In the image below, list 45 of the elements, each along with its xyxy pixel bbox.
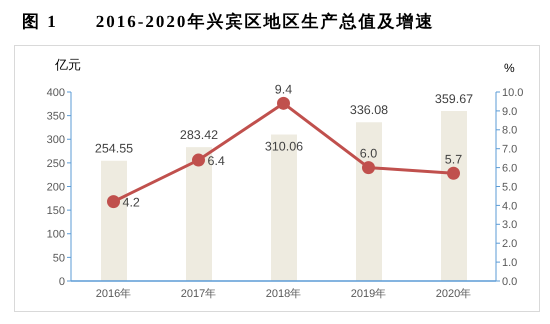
data-label: 4.2 bbox=[122, 196, 140, 210]
y2-tick-label: 6.0 bbox=[502, 162, 518, 175]
x-tick-label: 2019年 bbox=[350, 288, 386, 300]
point bbox=[277, 96, 290, 110]
data-label: 254.55 bbox=[94, 142, 134, 156]
data-label: 9.4 bbox=[274, 82, 292, 96]
y2-tick-label: 3.0 bbox=[502, 219, 518, 232]
y2-tick-label: 1.0 bbox=[502, 257, 518, 270]
y2-tick-label: 0.0 bbox=[502, 276, 518, 288]
y2-tick-label: 2.0 bbox=[502, 238, 518, 250]
y-axis-title: 亿元 bbox=[55, 56, 81, 74]
y-tick-label: 250 bbox=[46, 158, 65, 170]
y2-axis-title: % bbox=[504, 61, 515, 75]
y-tick-label: 50 bbox=[52, 252, 65, 264]
y-tick-label: 400 bbox=[46, 86, 65, 99]
y2-tick-label: 9.0 bbox=[502, 106, 518, 118]
y-tick-label: 100 bbox=[46, 228, 65, 241]
data-label: 6.4 bbox=[208, 154, 225, 168]
y2-tick-label: 7.0 bbox=[502, 144, 518, 156]
bar bbox=[441, 111, 467, 281]
x-tick-label: 2018年 bbox=[266, 288, 302, 300]
x-tick-label: 2016年 bbox=[96, 288, 132, 300]
y2-tick-label: 10.0 bbox=[502, 86, 524, 99]
data-label: 310.06 bbox=[264, 139, 304, 154]
y2-tick-label: 8.0 bbox=[502, 124, 518, 137]
y-tick-label: 350 bbox=[46, 110, 65, 123]
y2-tick-label: 5.0 bbox=[502, 181, 518, 194]
x-tick-label: 2020年 bbox=[436, 288, 472, 300]
point bbox=[447, 166, 460, 180]
y-tick-label: 300 bbox=[46, 134, 65, 146]
point bbox=[107, 195, 120, 208]
data-label: 283.42 bbox=[180, 128, 218, 142]
data-label: 6.0 bbox=[360, 146, 378, 161]
data-label: 359.67 bbox=[434, 92, 474, 106]
chart-title: 图 1 2016-2020年兴宾区地区生产总值及增速 bbox=[22, 11, 434, 33]
bar bbox=[356, 122, 382, 281]
point bbox=[192, 154, 205, 167]
data-label: 5.7 bbox=[444, 152, 462, 166]
point bbox=[362, 161, 375, 174]
data-label: 336.08 bbox=[350, 103, 388, 118]
y-tick-label: 0 bbox=[58, 276, 65, 288]
x-tick-label: 2017年 bbox=[180, 288, 216, 300]
y2-tick-label: 4.0 bbox=[502, 200, 518, 212]
y-tick-label: 150 bbox=[46, 205, 65, 218]
y-tick-label: 200 bbox=[46, 181, 65, 194]
